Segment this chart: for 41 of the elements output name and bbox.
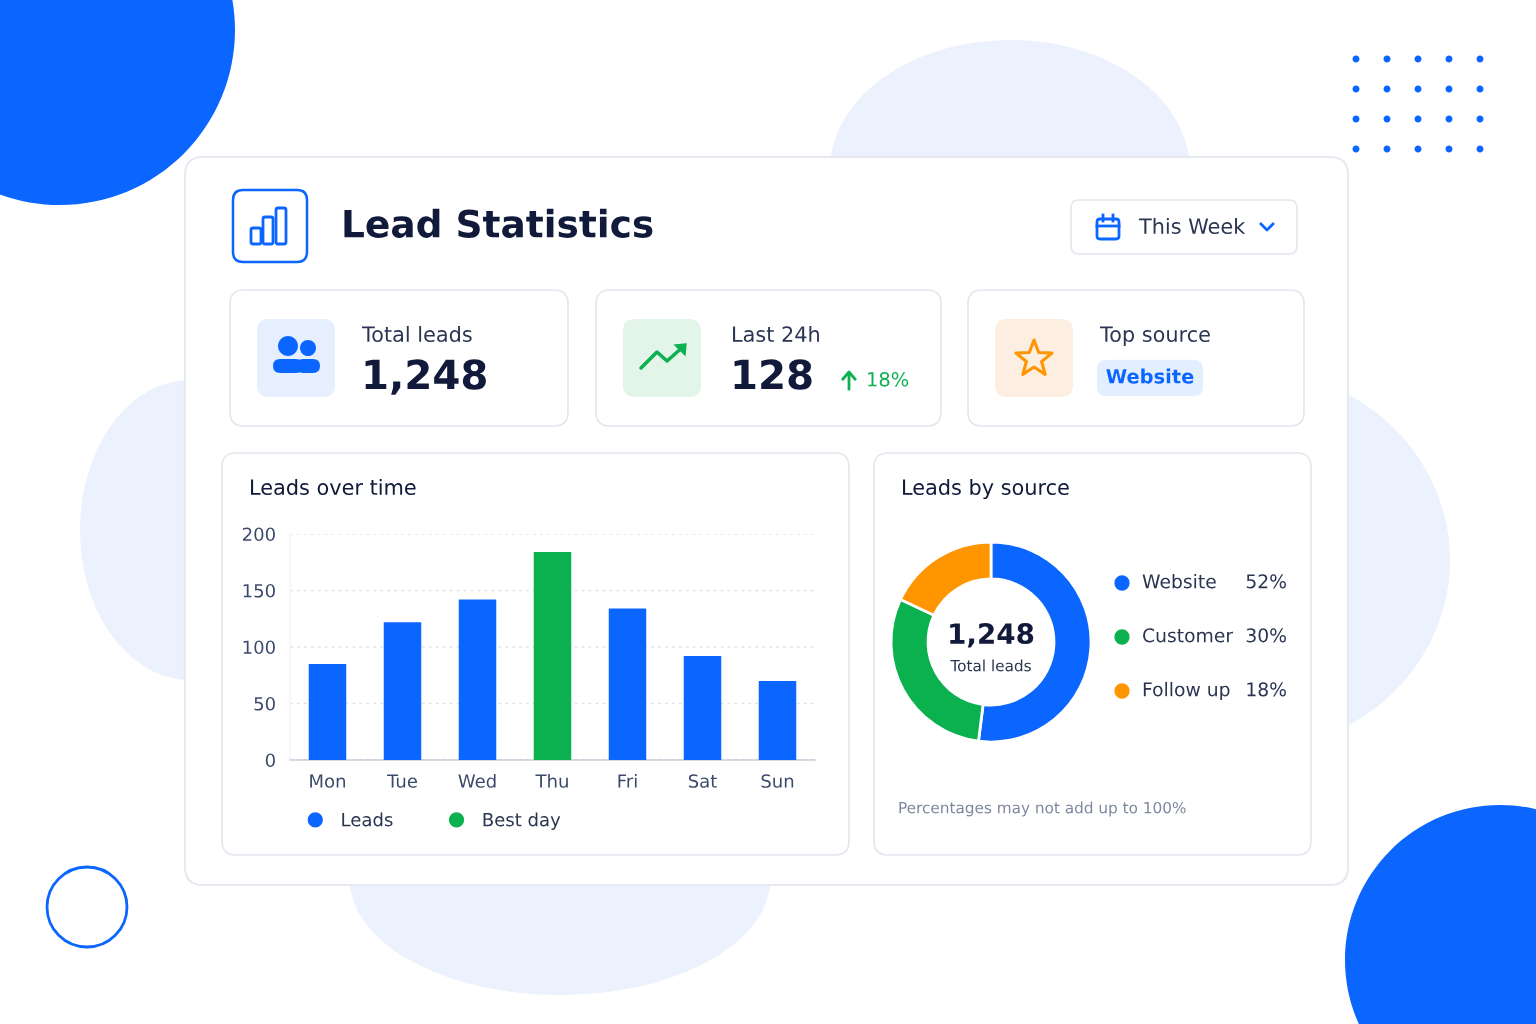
x-tick-label: Wed [458, 773, 496, 788]
y-tick-label: 100 [243, 640, 275, 655]
x-tick-label: Mon [310, 774, 345, 788]
text: Lead Statistics [344, 208, 653, 238]
legend-label: Leads [342, 812, 393, 827]
text: Total leads [950, 659, 1031, 672]
x-tick-label: Sun [761, 774, 794, 788]
bar [533, 552, 572, 760]
bar [383, 622, 422, 760]
text: 18% [868, 371, 909, 387]
x-tick-label: Thu [535, 773, 568, 788]
data-label: 30% [1246, 628, 1286, 643]
legend-label: Customer [1143, 628, 1234, 643]
legend-label: Website [1142, 573, 1216, 589]
text: 128 [734, 359, 812, 390]
bar [758, 680, 797, 760]
text: Last 24h [733, 325, 819, 343]
text: Top source [1099, 326, 1210, 347]
text: This Week [1138, 217, 1246, 235]
text: Percentages may not add up to 100% [899, 801, 1186, 817]
y-tick-label: 50 [254, 696, 275, 711]
x-tick-label: Sat [688, 774, 717, 788]
y-tick-label: 0 [265, 753, 275, 768]
text: Website [1106, 368, 1194, 384]
chart-title: Leads over time [251, 478, 416, 496]
y-tick-label: 150 [243, 583, 275, 598]
legend-label: Best day [483, 812, 561, 830]
text: 1,248 [365, 359, 486, 395]
bar [608, 608, 647, 760]
x-tick-label: Tue [387, 774, 417, 788]
data-label: 52% [1246, 574, 1286, 589]
y-tick-label: 200 [242, 527, 275, 542]
chart-title: Leads by source [903, 478, 1069, 500]
bar [308, 663, 347, 760]
legend-label: Follow up [1143, 681, 1230, 701]
bar [458, 599, 497, 760]
bar [683, 656, 722, 760]
text: Total leads [361, 325, 472, 343]
x-tick-label: Fri [618, 773, 637, 788]
text: 1,248 [950, 623, 1034, 648]
data-label: 18% [1247, 682, 1286, 697]
